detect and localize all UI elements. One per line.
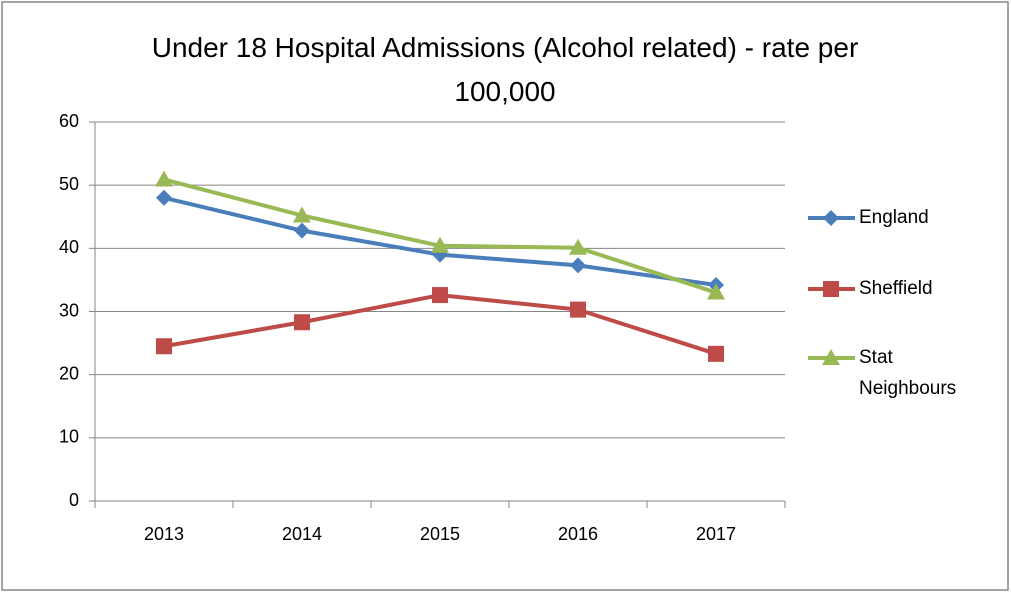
marker: [156, 189, 172, 206]
x-tick-label: 2015: [420, 524, 460, 544]
marker: [823, 210, 839, 226]
marker: [569, 238, 587, 255]
marker: [155, 170, 173, 187]
legend-label: Sheffield: [859, 278, 933, 299]
x-tick-label: 2017: [696, 524, 736, 544]
y-tick-label: 40: [59, 237, 79, 257]
chart-title: Under 18 Hospital Admissions (Alcohol re…: [151, 32, 859, 107]
y-tick-label: 10: [59, 427, 79, 447]
legend-label: Stat Neighbours: [859, 347, 957, 399]
y-tick-label: 0: [69, 490, 79, 510]
marker: [823, 281, 839, 297]
marker: [432, 287, 448, 304]
marker: [822, 349, 840, 365]
y-tick-label: 20: [59, 363, 79, 383]
y-tick-label: 60: [59, 111, 79, 131]
x-tick-label: 2013: [144, 524, 184, 544]
marker: [294, 222, 310, 239]
legend-label: England: [859, 207, 929, 228]
marker: [293, 206, 311, 223]
y-tick-label: 50: [59, 174, 79, 194]
marker: [570, 257, 586, 274]
marker: [570, 301, 586, 318]
marker: [431, 236, 449, 253]
marker: [707, 283, 725, 300]
marker: [708, 345, 724, 362]
x-tick-label: 2016: [558, 524, 598, 544]
marker: [156, 338, 172, 355]
x-tick-label: 2014: [282, 524, 322, 544]
marker: [294, 314, 310, 331]
y-tick-label: 30: [59, 300, 79, 320]
